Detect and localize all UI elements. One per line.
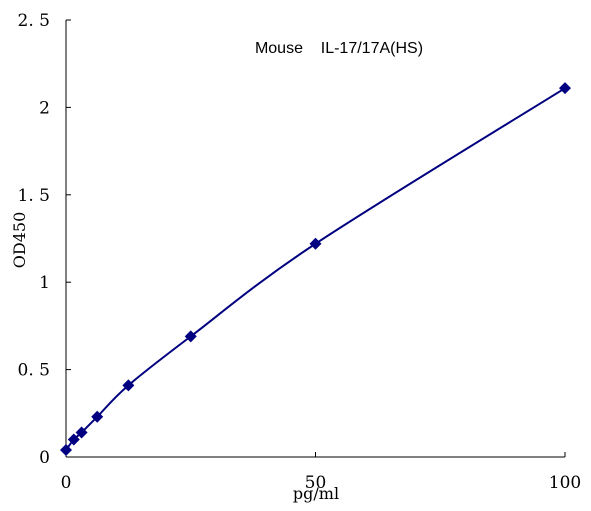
data-point-marker [60, 444, 72, 457]
x-tick-label: 100 [549, 473, 581, 493]
data-point-marker [559, 82, 571, 95]
axes: 0 0. 5 1 1. 5 2 2. 5 0 50 100 [18, 11, 582, 493]
data-markers [60, 82, 571, 457]
data-point-marker [67, 433, 80, 446]
y-tick-label: 0. 5 [18, 361, 50, 381]
data-point-marker [91, 410, 104, 423]
x-tick-label: 0 [61, 473, 72, 493]
data-point-marker [309, 237, 322, 250]
data-point-marker [122, 379, 135, 392]
fit-curve [65, 87, 566, 451]
x-axis-title: pg/ml [293, 484, 339, 503]
y-tick-label: 2 [39, 98, 50, 118]
x-tick-label: 50 [305, 473, 327, 493]
data-point-marker [75, 426, 88, 439]
y-tick-label: 2. 5 [18, 11, 50, 31]
fit-curve-layer [65, 87, 566, 451]
data-point-marker [184, 330, 197, 343]
y-tick-label: 0 [39, 448, 50, 468]
y-axis-title: OD450 [10, 212, 29, 268]
y-tick-label: 1 [39, 273, 50, 293]
chart-title: Mouse IL-17/17A(HS) [255, 40, 423, 57]
y-tick-label: 1. 5 [18, 186, 50, 206]
